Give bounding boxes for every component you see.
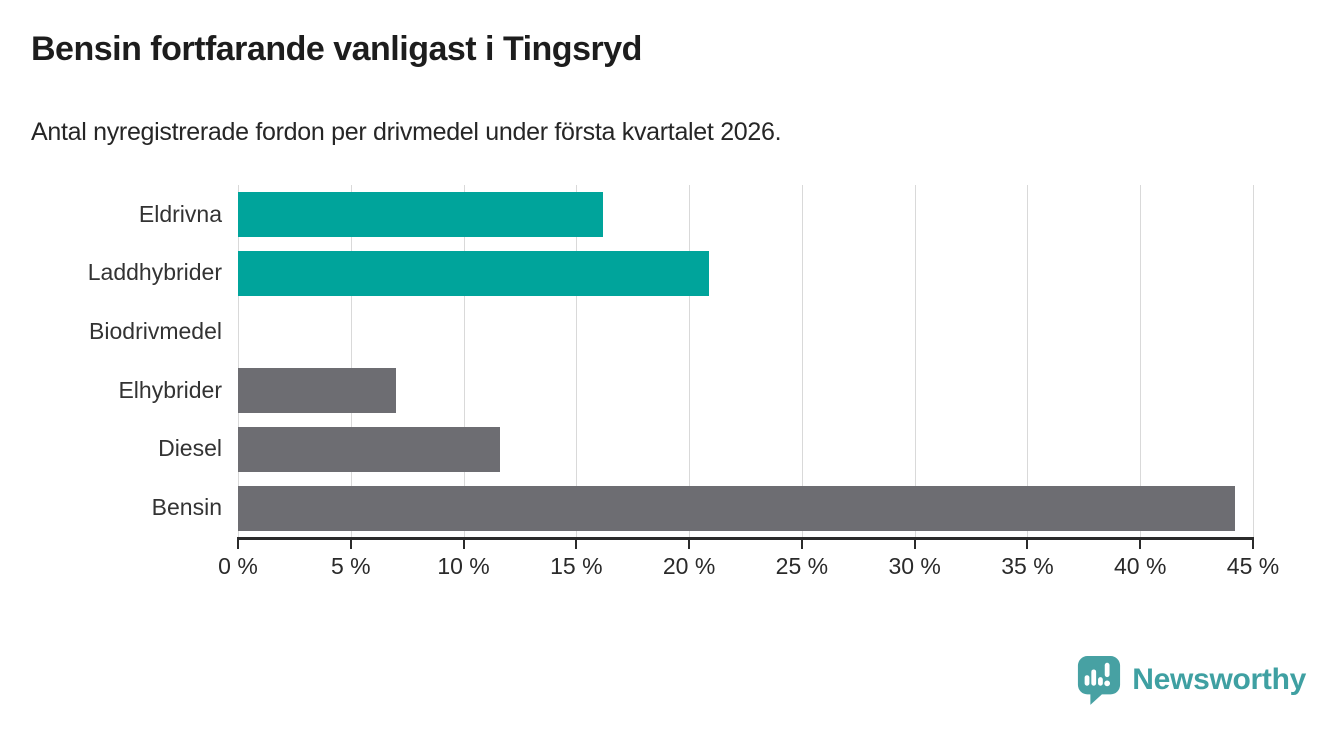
axis-tick-label: 30 %	[888, 553, 941, 579]
axis-tick	[1252, 540, 1254, 549]
axis-tick	[913, 540, 916, 549]
gridline	[1253, 185, 1254, 537]
axis-tick	[349, 540, 352, 549]
axis-tick	[1026, 540, 1029, 549]
bar	[238, 192, 604, 238]
gridline	[914, 185, 916, 537]
axis-tick	[800, 540, 803, 549]
axis-tick-label: 20 %	[662, 553, 716, 579]
axis-tick-label: 35 %	[1001, 553, 1054, 579]
chart-subtitle: Antal nyregistrerade fordon per drivmede…	[31, 118, 782, 146]
axis-tick	[575, 540, 578, 549]
bar	[238, 485, 1235, 531]
axis-tick-label: 0 %	[218, 553, 258, 579]
bar-label: Bensin	[151, 494, 222, 521]
axis-tick-label: 5 %	[330, 553, 371, 579]
gridline	[801, 185, 803, 537]
axis-tick	[237, 540, 239, 549]
bar-label: Elhybrider	[118, 376, 222, 403]
newsworthy-logo-text: Newsworthy	[1132, 663, 1306, 696]
axis-tick	[1139, 540, 1142, 549]
gridline	[689, 185, 691, 537]
bar	[238, 427, 500, 472]
axis-tick	[688, 540, 691, 549]
bar-label: Eldrivna	[138, 200, 222, 227]
x-axis-line	[237, 537, 1254, 540]
gridline	[238, 185, 239, 537]
axis-tick	[462, 540, 465, 549]
bar-label: Biodrivmedel	[89, 318, 222, 345]
gridline	[463, 185, 465, 537]
gridline	[1140, 185, 1142, 537]
newsworthy-logo: Newsworthy	[1076, 653, 1306, 707]
bar-label: Laddhybrider	[87, 259, 222, 286]
bar	[238, 251, 710, 296]
bar-chart-plot-area: Eldrivna Laddhybrider Biodrivmedel Elhybrid…	[88, 185, 1279, 579]
axis-tick-label: 45 %	[1226, 553, 1280, 579]
gridline	[350, 185, 352, 537]
axis-tick-label: 40 %	[1114, 553, 1167, 579]
gridline	[1027, 185, 1029, 537]
newsworthy-logo-icon	[1078, 656, 1121, 705]
bar	[238, 368, 396, 414]
chart-title: Bensin fortfarande vanligast i Tingsryd	[31, 30, 642, 68]
gridline	[576, 185, 578, 537]
bar-label: Diesel	[158, 435, 222, 462]
axis-tick-label: 10 %	[437, 553, 490, 579]
axis-tick-label: 25 %	[775, 553, 829, 579]
axis-tick-label: 15 %	[550, 553, 603, 579]
